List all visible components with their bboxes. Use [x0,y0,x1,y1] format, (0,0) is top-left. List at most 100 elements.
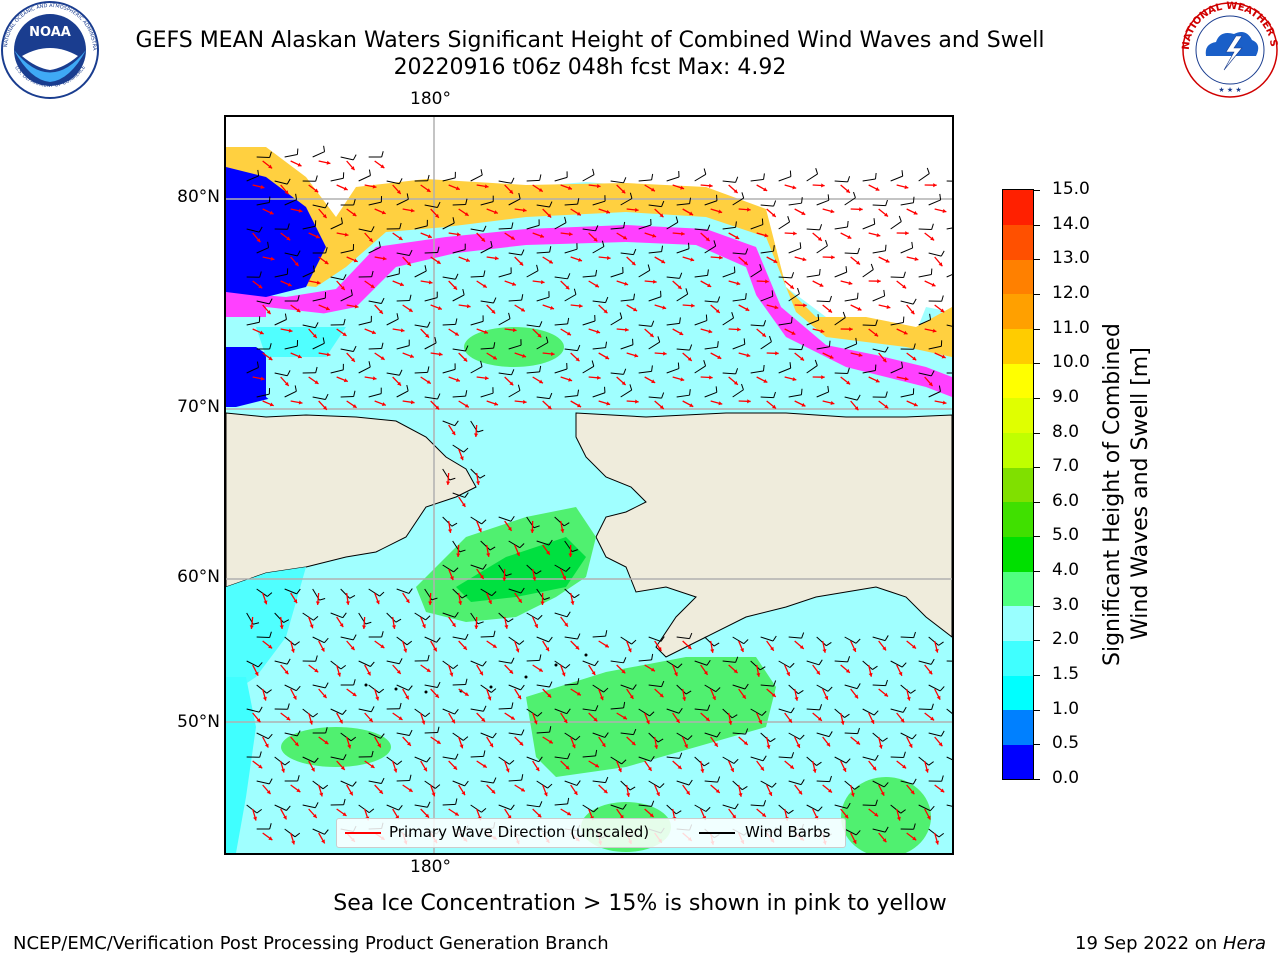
wind-barb [582,660,595,667]
wind-barb-flag [353,199,356,206]
wave-arrow-head [715,789,720,793]
wave-arrow-head [451,622,456,627]
wind-barb [610,804,624,810]
wave-arrow-head [493,210,498,214]
wind-barb [620,299,634,302]
wind-barb [610,227,624,230]
wind-barb [676,394,690,398]
wave-arrow-head [408,788,413,792]
wind-barb-flag [449,477,456,481]
wind-barb-flag [938,385,941,392]
wind-barb [610,180,624,184]
wind-barb-flag [325,727,328,734]
wind-barb-flag [763,364,765,372]
wind-barb-flag [350,736,357,742]
wave-arrow-head [454,811,459,816]
wave-arrow-head [659,405,664,409]
wave-arrow-head [828,308,832,313]
colorbar-segment [1003,571,1033,607]
wind-barb-flag [884,635,889,641]
wind-barb [918,173,930,182]
wind-barb [470,174,483,182]
colorbar-tick-label: 5.0 [1052,525,1080,546]
wind-barb-flag [294,832,301,838]
wind-barb [872,828,886,833]
wave-arrow-head [910,790,915,795]
wind-barb [694,660,708,666]
wave-arrow-head [677,285,682,290]
wave-arrow-head [561,672,566,677]
wind-barb [554,516,565,527]
wind-barb [890,221,902,230]
wind-barb-flag [324,393,329,400]
wave-arrow-head [396,669,401,674]
wind-barb-flag [319,598,326,601]
wave-arrow-head [488,600,492,605]
wind-barb-flag [286,370,291,376]
wind-barb [470,228,484,232]
colorbar-tick-mark [1034,293,1040,295]
wind-barb-flag [465,345,469,352]
wind-barb-flag [731,714,738,719]
wind-barb [620,252,634,256]
wave-arrow-head [342,332,347,336]
wind-barb-flag [847,220,849,228]
wave-arrow-head [459,456,464,461]
wave-arrow-head [502,577,507,581]
wave-arrow-head [367,671,371,676]
wind-barb [704,346,718,350]
wind-barb [330,612,343,619]
wind-barb [816,199,829,206]
wind-barb-flag [436,681,441,688]
wind-barb-flag [633,248,637,255]
wave-arrow-head [763,187,768,191]
wave-arrow-head [789,764,794,769]
wave-arrow-head [902,284,907,289]
wind-barb [918,372,932,377]
wind-barb [638,370,652,374]
wave-arrow-head [538,667,543,672]
wind-barb [946,804,952,807]
wind-barb-flag [427,654,430,661]
wind-barb-flag [930,658,935,665]
wind-barb-flag [536,264,539,271]
wind-barb [592,200,606,206]
wave-arrow-head [270,256,275,261]
wind-barb-flag [650,755,655,762]
wind-barb [778,322,792,326]
wind-barb-flag [571,549,578,553]
wave-arrow-head [828,788,832,793]
wind-barb-flag [913,823,916,830]
wind-barb [816,245,828,254]
wind-barb [424,396,438,400]
wave-arrow-head [904,376,909,381]
wind-barb-flag [521,774,524,781]
wind-barb-flag [297,295,300,302]
wind-barb-flag [353,390,356,397]
wind-barb [788,202,802,206]
wave-arrow-head [801,211,806,215]
wind-barb [256,247,269,254]
wind-barb-flag [454,611,459,618]
wave-arrow-head [904,185,909,190]
wave-arrow-head [594,283,599,288]
footer-host: Hera [1222,933,1266,954]
wind-barb-flag [259,271,262,278]
wind-barb [274,180,288,185]
colorbar-tick-mark [1034,709,1040,711]
wind-barb [358,175,371,182]
wind-barb-flag [660,636,665,642]
wave-arrow-head [596,329,601,334]
wind-barb-flag [872,665,878,670]
wind-barb-flag [661,392,665,399]
wave-arrow-head [617,768,622,773]
wind-barb-flag [539,174,542,181]
colorbar-tick-mark [1034,397,1040,399]
footer-credit: NCEP/EMC/Verification Post Processing Pr… [13,933,609,954]
wave-arrow-head [268,356,273,361]
wave-arrow-head [593,237,598,242]
colorbar-segment [1003,605,1033,641]
wave-arrow-head [763,379,768,383]
wind-barb [526,756,539,763]
wave-arrow-head [930,236,935,241]
